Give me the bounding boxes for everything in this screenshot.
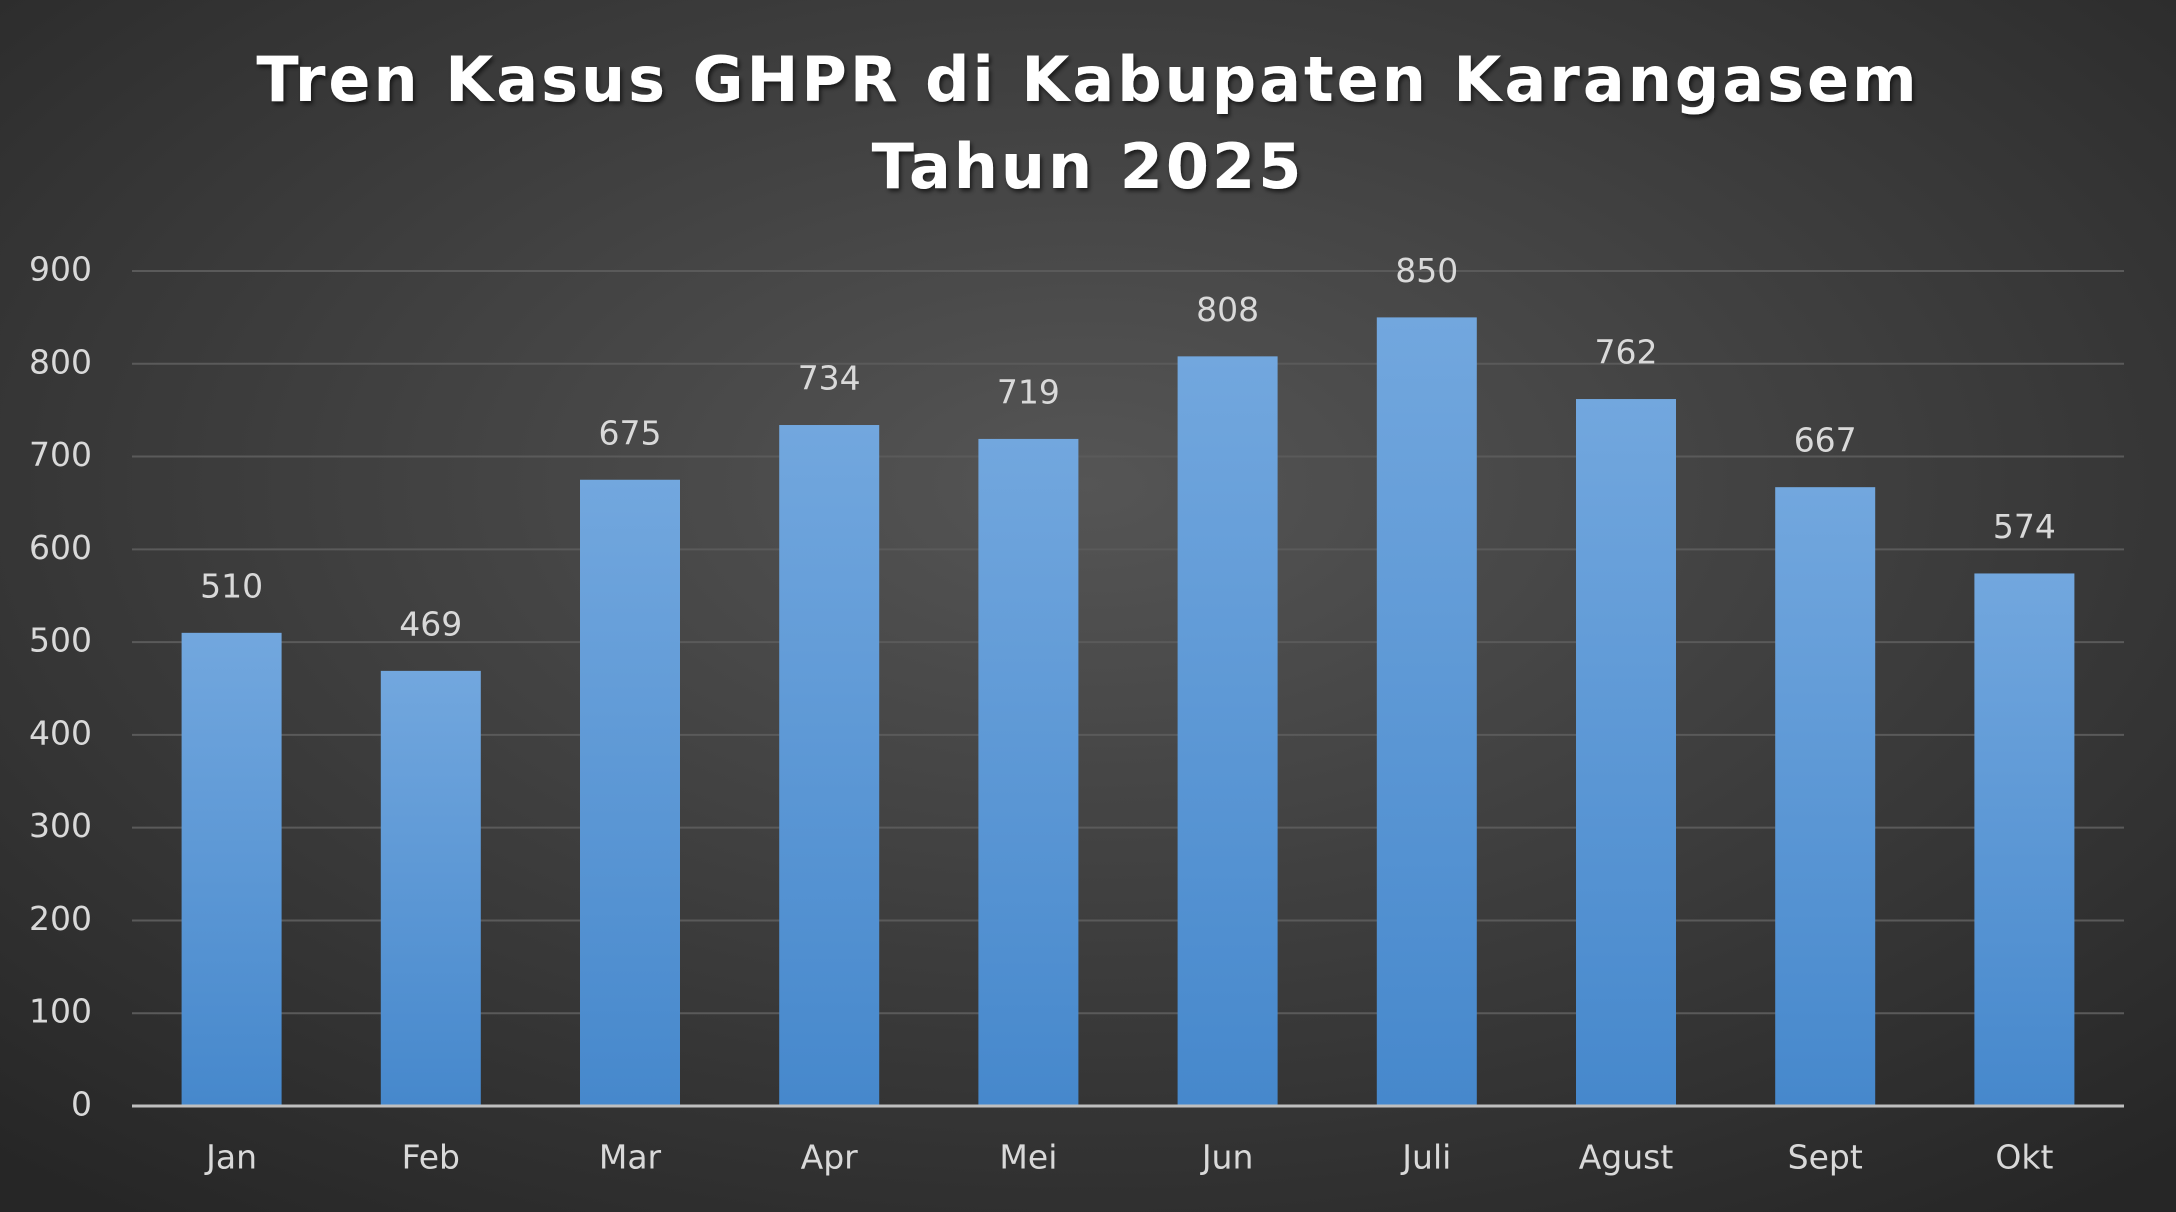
- bar: [1974, 573, 2075, 1106]
- y-tick-label: 100: [29, 992, 92, 1031]
- x-tick-label: Feb: [402, 1138, 460, 1177]
- x-tick-label: Apr: [801, 1138, 859, 1177]
- x-tick-label: Jan: [204, 1138, 257, 1177]
- x-tick-label: Sept: [1788, 1138, 1863, 1177]
- data-label: 675: [599, 413, 662, 452]
- data-label: 762: [1595, 333, 1658, 372]
- chart-title: Tren Kasus GHPR di Kabupaten Karangasem: [256, 43, 1919, 116]
- y-tick-label: 0: [71, 1085, 92, 1124]
- bar: [779, 425, 880, 1106]
- x-tick-label: Mar: [599, 1138, 662, 1177]
- data-label: 808: [1196, 290, 1259, 329]
- data-label: 667: [1794, 421, 1857, 460]
- x-tick-label: Jun: [1200, 1138, 1254, 1177]
- y-tick-label: 300: [29, 806, 92, 845]
- bar: [978, 438, 1079, 1107]
- bar: [580, 479, 680, 1106]
- x-tick-label: Agust: [1579, 1138, 1674, 1177]
- x-tick-label: Juli: [1400, 1138, 1451, 1177]
- y-tick-label: 400: [29, 713, 92, 752]
- bar: [1376, 317, 1477, 1106]
- bar: [181, 632, 282, 1106]
- y-tick-label: 500: [29, 621, 92, 660]
- data-label: 574: [1993, 507, 2056, 546]
- data-label: 510: [200, 566, 263, 605]
- x-tick-label: Okt: [1995, 1138, 2053, 1177]
- bar: [1775, 487, 1876, 1106]
- bar: [380, 670, 481, 1106]
- bar: [1177, 356, 1278, 1106]
- data-label: 734: [798, 359, 861, 398]
- bar: [1576, 399, 1676, 1106]
- data-label: 850: [1395, 251, 1458, 290]
- y-tick-label: 200: [29, 899, 92, 938]
- y-tick-label: 700: [29, 435, 92, 474]
- x-tick-label: Mei: [999, 1138, 1057, 1177]
- y-tick-label: 600: [29, 528, 92, 567]
- y-tick-label: 900: [29, 250, 92, 289]
- data-label: 719: [997, 372, 1060, 411]
- chart-title: Tahun 2025: [872, 130, 1305, 203]
- y-tick-label: 800: [29, 342, 92, 381]
- data-label: 469: [399, 604, 462, 643]
